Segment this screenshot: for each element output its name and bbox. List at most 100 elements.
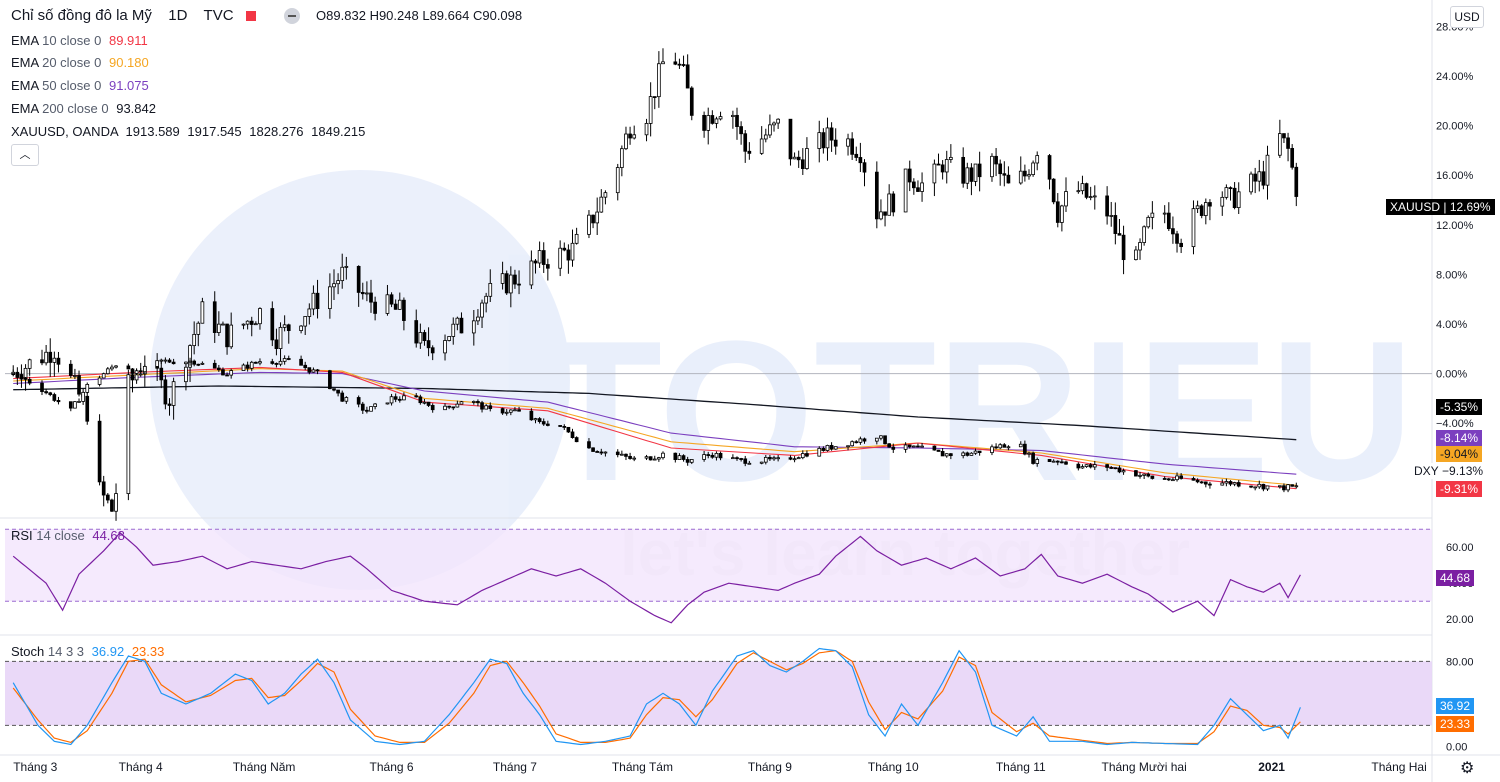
xauusd-candle [829,127,834,141]
xauusd-candle [426,340,431,349]
dxy-candle [184,361,188,365]
dxy-candle [949,453,953,457]
chart-header: Chỉ số đồng đô la Mỹ 1D TVC O89.832 H90.… [11,7,522,25]
xauusd-candle [229,324,234,348]
dxy-candle [903,444,908,450]
time-axis-label: Tháng 11 [996,760,1046,774]
xau-open: 1913.589 [125,124,180,139]
legend-stoch[interactable]: Stoch 14 3 3 36.92 23.33 [11,644,164,659]
dxy-tag-value: −9.13% [1442,464,1484,478]
dxy-candle [155,360,159,367]
dxy-candle [241,364,246,371]
xauusd-candle [114,493,118,512]
xauusd-candle [488,283,493,297]
xauusd-candle [1150,212,1155,218]
dxy-candle [940,451,945,457]
dxy-candle [1278,485,1282,488]
xauusd-candle [977,163,982,178]
xauusd-candle [620,148,624,168]
xauusd-candle [718,116,723,120]
dxy-candle [1105,464,1109,468]
xauusd-candle [1051,178,1056,203]
dxy-candle [1290,484,1295,487]
time-axis-label: Tháng 4 [119,760,163,774]
xauusd-candle [821,132,826,149]
legend-xauusd[interactable]: XAUUSD, OANDA 1913.589 1917.545 1828.276… [11,124,365,139]
dxy-candle [1171,479,1175,482]
dxy-candle [558,425,563,427]
xauusd-candle [1088,196,1093,199]
stoch-d-value: 23.33 [131,644,165,659]
dxy-candle [1191,478,1196,481]
xauusd-candle [772,122,776,126]
dxy-candle [595,451,600,453]
xauusd-candle [1290,148,1295,168]
dxy-candle [829,445,834,450]
dxy-candle [1261,483,1266,490]
dxy-candle [1018,443,1023,448]
legend-ema20[interactable]: EMA 20 close 0 90.180 [11,55,149,70]
xauusd-candle [1035,155,1040,164]
ema200-params: 200 close 0 [42,101,109,116]
dxy-candle [97,377,102,385]
dxy-candle [932,445,937,451]
dxy-candle [480,402,484,410]
ema20-price-tag: -9.04% [1436,446,1483,462]
dxy-candle [1088,464,1093,468]
currency-button[interactable]: USD [1450,6,1484,28]
xauusd-candle [1175,233,1179,244]
xauusd-candle [397,299,402,310]
dxy-candle [916,445,920,448]
xauusd-candle [833,139,838,147]
xauusd-candle [533,260,538,264]
xauusd-candle [763,134,768,140]
xauusd-candle [529,260,534,286]
xauusd-candle [68,363,73,376]
legend-rsi[interactable]: RSI 14 close 44.68 [11,528,125,543]
xauusd-candle [1080,183,1085,192]
xauusd-candle [385,294,390,314]
legend-ema200[interactable]: EMA 200 close 0 93.842 [11,101,156,116]
dxy-candle [360,403,365,411]
main-axis-tick: 4.00% [1436,319,1467,331]
dxy-candle [1109,467,1114,469]
dxy-candle [274,363,279,365]
xauusd-candle [1142,226,1146,243]
collapse-button[interactable]: ︿ [11,144,39,166]
xauusd-candle [994,155,998,165]
xauusd-candle [661,61,665,65]
legend-ema10[interactable]: EMA 10 close 0 89.911 [11,33,148,48]
rsi-price-tag: 44.68 [1436,570,1475,586]
xauusd-candle [471,320,476,334]
xauusd-candle [759,138,764,154]
dxy-candle [735,457,739,460]
xauusd-candle [800,159,805,169]
rsi-axis-tick: 60.00 [1446,542,1474,554]
main-axis-tick: 20.00% [1436,121,1474,133]
gear-icon[interactable]: ⚙ [1460,760,1475,777]
rsi-label: RSI [11,528,33,543]
ohlc-readout: O89.832 H90.248 L89.664 C90.098 [316,8,522,23]
xauusd-candle [545,264,550,269]
xauusd-candle [258,308,262,325]
xauusd-candle [484,295,488,304]
dxy-candle [718,452,723,459]
legend-ema50[interactable]: EMA 50 close 0 91.075 [11,78,149,93]
dxy-candle [1150,475,1155,479]
dxy-candle [805,453,809,457]
interval-label[interactable]: 1D [168,7,188,24]
symbol-title[interactable]: Chỉ số đồng đô la Mỹ [11,7,152,24]
xauusd-candle [171,381,176,406]
dxy-candle [883,435,887,445]
minus-icon[interactable] [283,8,300,25]
dxy-candle [537,418,542,422]
xauusd-candle [369,292,373,303]
xauusd-candle [1047,155,1052,180]
rsi-value: 44.68 [92,528,125,543]
ema200-label: EMA [11,101,39,116]
dxy-candle [854,441,859,444]
xauusd-candle [1179,242,1183,248]
ema10-line [13,366,1297,490]
